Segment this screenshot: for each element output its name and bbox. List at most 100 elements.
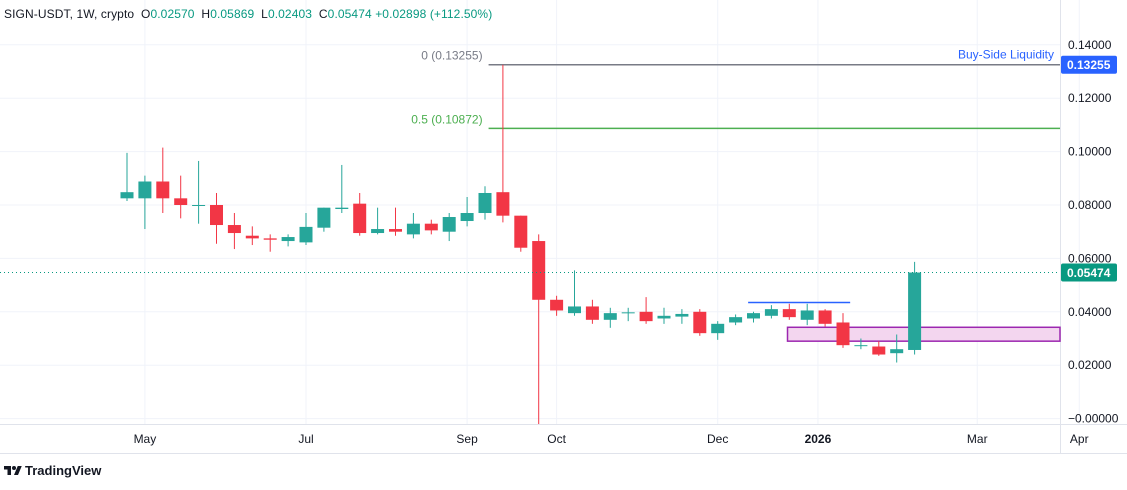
buy-side-price-badge-bg [1061, 55, 1117, 74]
candle-body [782, 309, 796, 318]
candle-body [281, 237, 295, 242]
candle [478, 186, 492, 220]
candle-body [245, 235, 259, 239]
price-axis[interactable]: 0.14000 0.12000 0.10000 0.08000 0.06000 0.040… [1061, 38, 1119, 426]
candle-body [603, 313, 617, 320]
candle-body [156, 181, 170, 199]
candle [639, 297, 653, 324]
time-axis[interactable]: May Jul Sep Oct Dec 2026 Mar Apr [134, 432, 1089, 446]
candle [890, 334, 904, 363]
candle [693, 309, 707, 336]
demand-zone-box [786, 326, 1061, 342]
candle-body [747, 313, 760, 319]
candle-body [424, 223, 438, 231]
candle [568, 270, 581, 316]
candle [729, 314, 743, 326]
candle [192, 160, 206, 224]
candle [711, 321, 725, 340]
candle-body [389, 229, 402, 232]
candle-body [872, 346, 886, 355]
candle-body [353, 203, 367, 234]
brand-name: TradingView [25, 463, 102, 478]
candle [514, 215, 528, 252]
candle-body [335, 207, 349, 210]
time-tick-label: 2026 [805, 432, 832, 446]
candle [406, 213, 420, 239]
candle [818, 309, 832, 327]
candle [389, 207, 402, 236]
candle [335, 164, 349, 214]
low-value: 0.02403 [267, 7, 313, 21]
candle-body [711, 323, 725, 334]
buy-side-liquidity-label: Buy-Side Liquidity [958, 48, 1054, 62]
time-tick-label: Sep [456, 432, 478, 446]
candle-body [371, 229, 385, 234]
price-tick-label: 0.14000 [1068, 38, 1112, 52]
candle [299, 213, 313, 246]
high-value: 0.05869 [210, 7, 255, 21]
price-tick-label: 0.02000 [1068, 358, 1112, 372]
candle [496, 64, 510, 223]
candle-body [585, 306, 599, 320]
price-tick-label: 0.12000 [1068, 91, 1112, 105]
candle [460, 196, 474, 227]
time-tick-label: Jul [298, 432, 313, 446]
candle-body [764, 309, 778, 316]
candle-body [496, 192, 510, 216]
candle-body [568, 306, 581, 314]
candle-body [890, 349, 904, 354]
low-label: L [261, 7, 268, 21]
candle [281, 234, 295, 247]
candle-body [818, 310, 832, 324]
current-price-badge: 0.05474 [1061, 263, 1117, 282]
candle [747, 311, 760, 323]
candle [532, 234, 546, 424]
candle [263, 234, 277, 252]
tradingview-logo-icon [4, 465, 22, 475]
candle [854, 338, 868, 350]
open-label: O [141, 7, 151, 21]
fib-level-label: 0 (0.13255) [421, 49, 482, 63]
candle [550, 295, 564, 316]
fib-levels: 0 (0.13255) 0.5 (0.10872) [411, 49, 1060, 130]
interval-label[interactable]: 1W [76, 7, 94, 21]
candle [210, 192, 223, 244]
candle-body [693, 311, 707, 334]
candle-body [138, 181, 152, 199]
symbol-name[interactable]: SIGN-USDT [4, 7, 70, 21]
candle [156, 147, 170, 214]
fib-level-label: 0.5 (0.10872) [411, 112, 482, 126]
candle [621, 307, 635, 322]
candle-body [192, 205, 206, 206]
candle-body [729, 317, 743, 323]
open-value: 0.02570 [150, 7, 195, 21]
tradingview-branding[interactable]: TradingView [4, 463, 101, 478]
candle-body [550, 299, 564, 311]
candle [782, 303, 796, 320]
candle [227, 213, 241, 250]
candle [424, 219, 438, 235]
close-value: 0.05474 [327, 7, 372, 21]
candle [603, 307, 617, 328]
demand-zone [786, 326, 1061, 342]
candle-body [317, 207, 331, 228]
candle-body [227, 225, 241, 234]
candle [174, 175, 188, 219]
candle [657, 307, 671, 324]
candle-body [514, 215, 528, 248]
candle-body [460, 213, 474, 222]
candle [317, 207, 331, 232]
candle [872, 341, 886, 356]
change-value: +0.02898 [375, 7, 427, 21]
candle-body [800, 310, 814, 320]
ohlc-legend: SIGN-USDT, 1W, crypto O0.02570 H0.05869 … [4, 7, 493, 21]
candle [908, 261, 922, 355]
candles [120, 64, 922, 424]
candle-body [478, 192, 492, 214]
candle [836, 313, 850, 348]
time-tick-label: Oct [547, 432, 566, 446]
price-tick-label: 0.08000 [1068, 198, 1112, 212]
candle-body [639, 311, 653, 322]
candle-body [263, 238, 277, 240]
